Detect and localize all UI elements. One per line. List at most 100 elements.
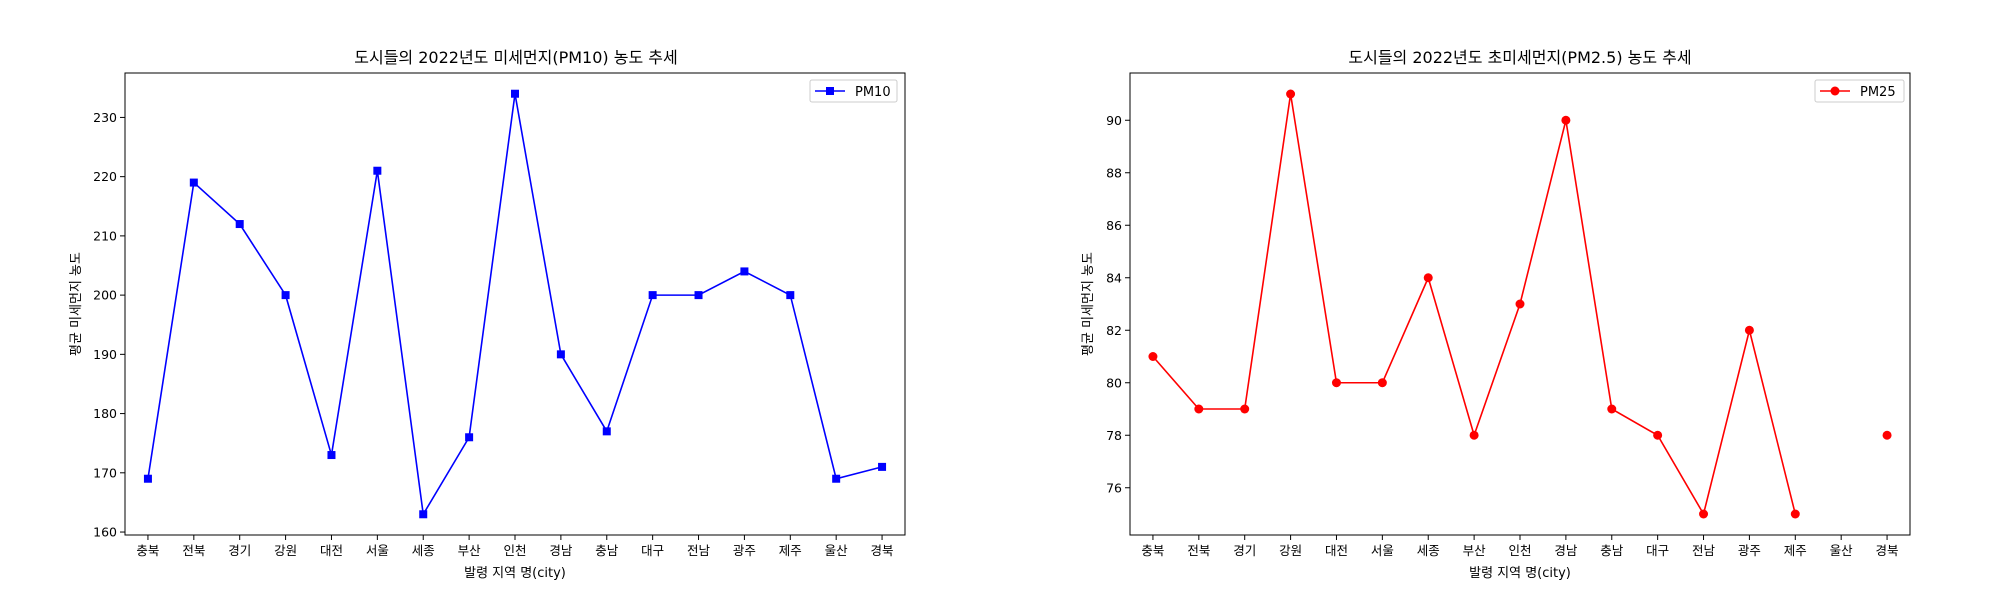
data-point: [1653, 430, 1663, 440]
data-point: [419, 510, 428, 519]
data-point: [1882, 430, 1892, 440]
data-point: [281, 291, 290, 300]
x-tick-label: 부산: [1463, 543, 1487, 558]
data-point: [1240, 404, 1250, 414]
y-tick-label: 90: [1106, 113, 1122, 128]
x-tick-label: 서울: [1371, 543, 1394, 558]
y-tick-label: 220: [93, 169, 117, 184]
y-tick-label: 170: [93, 465, 117, 480]
x-tick-label: 경남: [549, 543, 573, 558]
legend: PM10: [809, 79, 898, 103]
data-point: [786, 291, 795, 300]
data-point: [694, 291, 703, 300]
data-point: [1194, 404, 1204, 414]
x-tick-label: 서울: [366, 543, 389, 558]
data-point: [465, 433, 474, 442]
data-point: [1423, 273, 1433, 283]
chart-title: 도시들의 2022년도 미세먼지(PM10) 농도 추세: [354, 48, 677, 67]
y-tick-label: 80: [1106, 375, 1122, 390]
data-point: [1790, 509, 1800, 519]
data-point: [373, 166, 382, 175]
x-tick-label: 전북: [182, 543, 205, 558]
data-point: [1377, 378, 1387, 388]
x-tick-label: 충북: [136, 543, 159, 558]
data-point: [511, 89, 519, 98]
x-tick-label: 광주: [1738, 543, 1761, 558]
x-tick-label: 경북: [871, 543, 894, 558]
pm25-chart: 도시들의 2022년도 초미세먼지(PM2.5) 농도 추세 76 78 80 82 8…: [1081, 48, 1911, 581]
data-point: [327, 451, 336, 460]
data-point: [1469, 430, 1479, 440]
x-axis: 충북 전북 경기 강원 대전 서울 세종 부산 인천 경남 충남 대구 전남 광주 제주 울산 경북: [136, 535, 894, 558]
y-axis: 160 170 180 190 200 210 220 230: [93, 110, 125, 540]
x-tick-label: 세종: [412, 543, 435, 558]
y-tick-label: 160: [93, 525, 117, 540]
x-tick-label: 인천: [1508, 543, 1531, 558]
chart-title: 도시들의 2022년도 초미세먼지(PM2.5) 농도 추세: [1348, 48, 1691, 67]
y-tick-label: 88: [1106, 165, 1122, 180]
data-point: [648, 291, 657, 300]
data-point: [143, 474, 152, 483]
x-tick-label: 제주: [779, 543, 802, 558]
y-tick-label: 210: [93, 228, 117, 243]
x-tick-label: 충남: [1600, 543, 1624, 558]
x-tick-label: 경북: [1876, 543, 1899, 558]
x-tick-label: 울산: [825, 543, 849, 558]
x-tick-label: 울산: [1830, 543, 1854, 558]
y-axis-label: 평균 미세먼지 농도: [1081, 252, 1096, 356]
x-axis-label: 발령 지역 명(city): [464, 566, 566, 581]
data-point: [832, 474, 841, 483]
x-tick-label: 대전: [320, 543, 343, 558]
x-tick-label: 광주: [733, 543, 756, 558]
y-tick-label: 84: [1106, 270, 1122, 285]
x-tick-label: 대구: [1646, 543, 1669, 558]
x-tick-label: 인천: [503, 543, 526, 558]
legend-label: PM25: [1860, 85, 1896, 100]
x-axis-label: 발령 지역 명(city): [1469, 566, 1571, 581]
data-point: [235, 220, 244, 229]
x-tick-label: 대전: [1325, 543, 1348, 558]
data-point: [1331, 378, 1341, 388]
series-markers: [143, 89, 887, 519]
data-point: [1699, 509, 1709, 519]
y-tick-label: 200: [93, 288, 117, 303]
y-tick-label: 190: [93, 347, 117, 362]
y-tick-label: 230: [93, 110, 117, 125]
data-point: [602, 427, 611, 436]
data-point: [1607, 404, 1617, 414]
legend-box: [1814, 79, 1905, 103]
x-tick-label: 충남: [595, 543, 619, 558]
y-axis: 76 78 80 82 84 86 88 90: [1106, 113, 1130, 495]
legend: PM25: [1814, 79, 1905, 103]
x-tick-label: 충북: [1141, 543, 1164, 558]
legend-marker: [1830, 86, 1840, 96]
data-point: [556, 350, 565, 359]
data-point: [189, 178, 198, 187]
data-point: [740, 267, 749, 276]
legend-label: PM10: [855, 85, 891, 100]
x-tick-label: 세종: [1417, 543, 1440, 558]
x-tick-label: 경기: [228, 543, 251, 558]
x-tick-label: 전남: [687, 543, 711, 558]
data-point: [1515, 299, 1525, 309]
x-tick-label: 전남: [1692, 543, 1716, 558]
x-tick-label: 경남: [1554, 543, 1578, 558]
x-tick-label: 강원: [1279, 543, 1302, 558]
x-tick-label: 대구: [641, 543, 664, 558]
x-tick-label: 전북: [1187, 543, 1210, 558]
x-axis: 충북 전북 경기 강원 대전 서울 세종 부산 인천 경남 충남 대구 전남 광주 제주 울산 경북: [1141, 535, 1899, 558]
y-axis-label: 평균 미세먼지 농도: [69, 252, 84, 356]
y-tick-label: 82: [1106, 323, 1122, 338]
data-point: [1148, 352, 1158, 361]
data-point: [878, 462, 887, 471]
data-point: [1744, 325, 1754, 335]
y-tick-label: 180: [93, 406, 117, 421]
legend-marker: [826, 87, 834, 95]
data-point: [1561, 115, 1571, 125]
data-point: [1286, 89, 1296, 99]
x-tick-label: 제주: [1784, 543, 1807, 558]
legend-box: [809, 79, 898, 103]
x-tick-label: 강원: [274, 543, 297, 558]
